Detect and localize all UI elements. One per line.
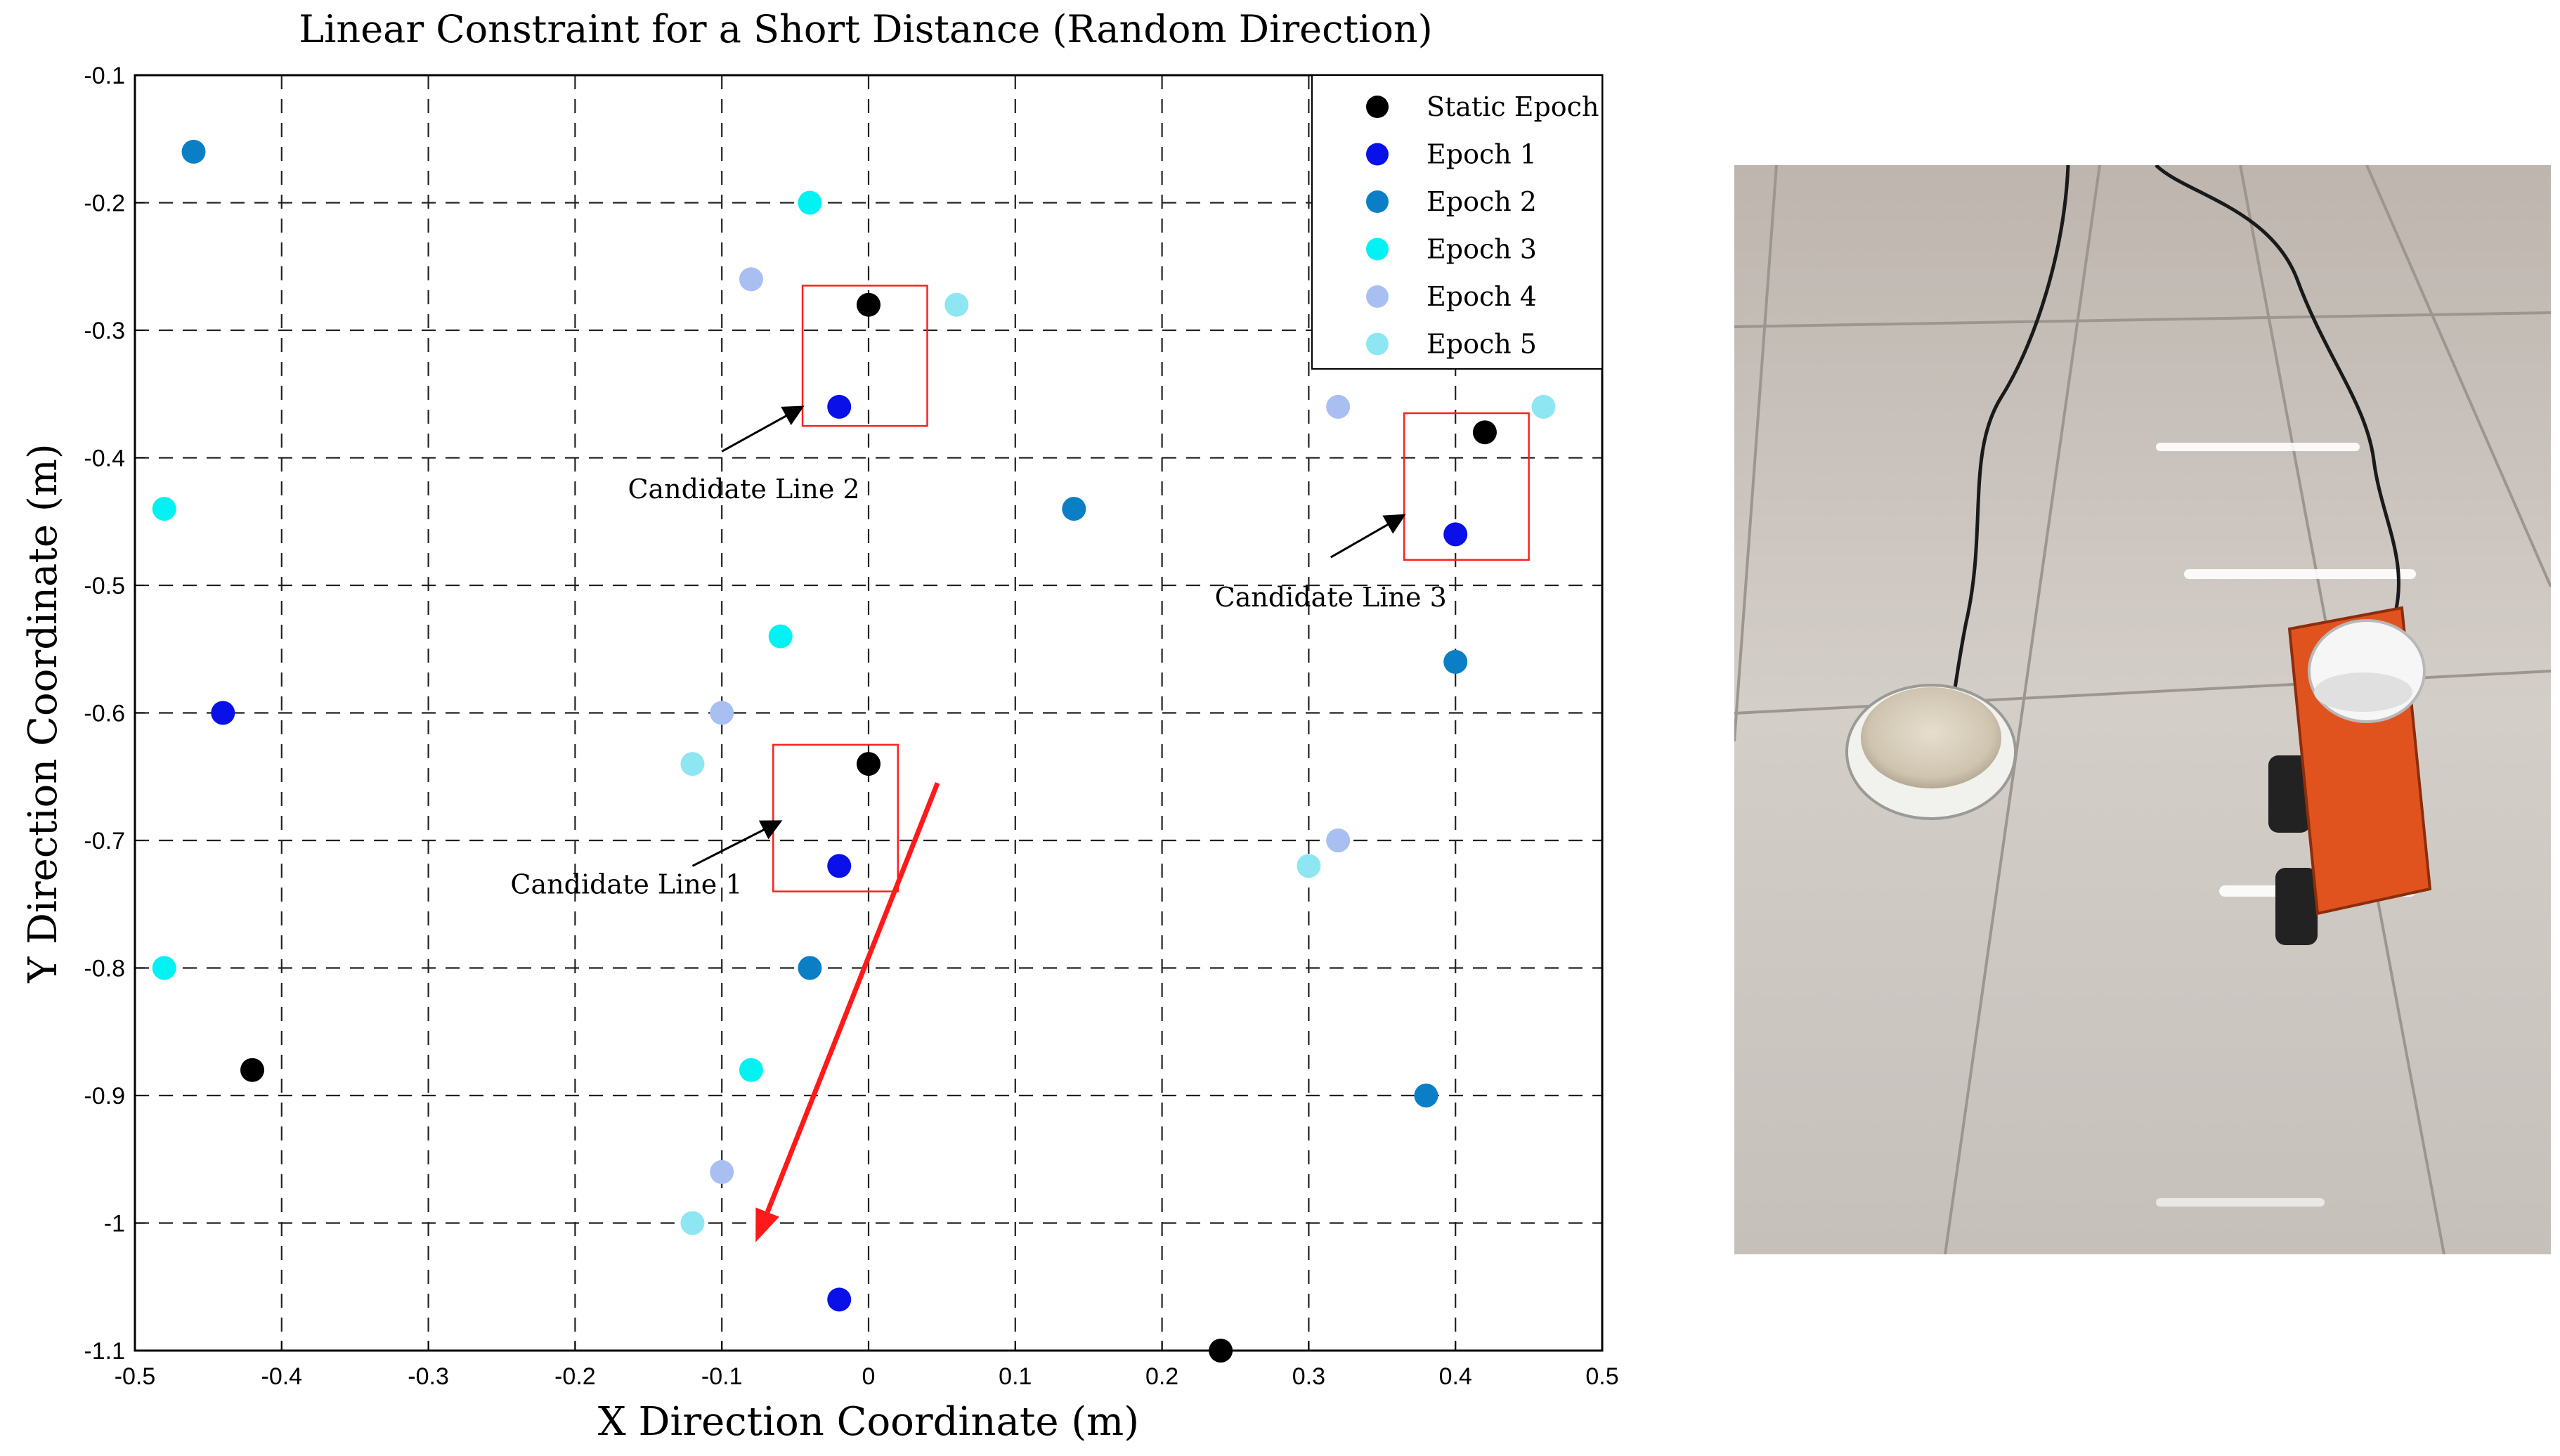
highlight-boxes (772, 285, 1530, 892)
direction-arrow-shaft (765, 782, 940, 1214)
legend-entry: Epoch 4 (1427, 281, 1537, 312)
annotations: Candidate Line 2 Candidate Line 3 Candidat… (510, 405, 1447, 900)
highlight-box (1403, 412, 1530, 561)
chart-title: Linear Constraint for a Short Distance (… (299, 7, 1432, 51)
x-tick-label: 0.4 (1439, 1363, 1472, 1390)
point-epoch-2 (181, 139, 206, 164)
point-static-epoch (1472, 420, 1497, 445)
point-epoch-3 (798, 190, 822, 215)
legend-entry: Epoch 2 (1427, 186, 1537, 217)
point-epoch-5 (1297, 854, 1321, 878)
point-epoch-2 (1443, 649, 1468, 674)
point-epoch-5 (944, 292, 969, 317)
direction-arrow-head (755, 1207, 779, 1242)
legend-marker (1366, 143, 1389, 166)
x-tick-label: 0.5 (1585, 1363, 1618, 1390)
y-tick-label: -1 (104, 1211, 125, 1237)
highlight-box (772, 743, 899, 892)
point-epoch-3 (152, 497, 176, 521)
point-epoch-1 (1443, 522, 1468, 547)
point-static-epoch (1209, 1339, 1233, 1363)
y-axis-label: Y Direction Coordinate (m) (20, 443, 66, 983)
data-points (152, 139, 1556, 1363)
y-tick-label: -0.1 (84, 63, 125, 89)
legend-marker (1366, 96, 1389, 118)
y-tick-label: -0.3 (84, 318, 125, 344)
point-epoch-1 (211, 701, 235, 725)
grid-lines (135, 75, 1602, 1351)
annotation-arrow (721, 405, 805, 453)
photo-panel (1734, 165, 2551, 1254)
y-tick-label: -0.5 (84, 573, 125, 599)
x-tick-label: 0.1 (999, 1363, 1032, 1390)
highlight-box (801, 285, 928, 427)
point-epoch-3 (768, 624, 793, 649)
point-epoch-1 (827, 394, 852, 419)
legend-marker (1366, 238, 1389, 261)
point-epoch-4 (710, 701, 734, 725)
legend: Static Epoch Epoch 1 Epoch 2 Epoch 3 Epoch 4… (1311, 74, 1603, 370)
antenna-cables (1950, 165, 2401, 707)
y-tick-label: -0.2 (84, 190, 125, 217)
legend-entry: Epoch 1 (1427, 139, 1537, 170)
point-static-epoch (857, 752, 881, 776)
point-epoch-2 (798, 956, 822, 980)
x-axis-label: X Direction Coordinate (m) (598, 1399, 1139, 1445)
annotation-label: Candidate Line 1 (510, 869, 742, 900)
y-tick-label: -0.9 (84, 1083, 125, 1110)
point-epoch-2 (1062, 497, 1086, 521)
y-axis-ticks: -0.1 -0.2 -0.3 -0.4 -0.5 -0.6 -0.7 -0.8 -0.9 -1 -1… (84, 63, 145, 1365)
point-epoch-2 (1414, 1084, 1438, 1107)
legend-marker (1366, 285, 1389, 308)
point-epoch-1 (827, 854, 852, 878)
x-tick-label: -0.1 (701, 1363, 743, 1390)
rover-robot (2268, 606, 2432, 945)
direction-arrow (755, 782, 940, 1242)
point-epoch-4 (1326, 828, 1351, 852)
point-epoch-5 (1531, 394, 1556, 419)
tiled-floor (1734, 165, 2551, 1254)
legend-box (1311, 74, 1603, 370)
y-tick-label: -0.4 (84, 446, 125, 472)
floor-photo (1734, 165, 2551, 1254)
x-tick-label: 0 (862, 1363, 876, 1390)
x-tick-label: -0.5 (115, 1363, 156, 1390)
point-epoch-5 (680, 1211, 705, 1235)
point-static-epoch (240, 1058, 265, 1082)
point-static-epoch (857, 292, 881, 317)
annotation-arrow (691, 820, 783, 867)
legend-marker (1366, 190, 1389, 213)
legend-entry: Epoch 3 (1427, 234, 1537, 265)
point-epoch-3 (152, 956, 176, 980)
y-tick-label: -0.8 (84, 956, 125, 982)
y-tick-label: -0.6 (84, 701, 125, 727)
annotation-label: Candidate Line 3 (1215, 582, 1447, 613)
x-axis-ticks: -0.5 -0.4 -0.3 -0.2 -0.1 0 0.1 0.2 0.3 0.4 0.5 (115, 1341, 1619, 1390)
point-epoch-4 (739, 267, 763, 292)
annotation-arrow (1330, 514, 1406, 559)
point-epoch-5 (680, 752, 705, 776)
base-station-antenna (1845, 684, 2017, 820)
plot-frame (134, 74, 1604, 1352)
x-tick-label: 0.3 (1292, 1363, 1325, 1390)
legend-marker (1366, 332, 1389, 356)
y-tick-label: -0.7 (84, 828, 125, 854)
point-epoch-4 (1326, 394, 1351, 419)
point-epoch-4 (710, 1159, 734, 1184)
legend-entry: Epoch 5 (1427, 329, 1537, 360)
y-tick-label: -1.1 (84, 1338, 125, 1365)
legend-entry: Static Epoch (1427, 91, 1599, 122)
scatter-chart: Linear Constraint for a Short Distance (… (20, 7, 1619, 1445)
x-tick-label: -0.4 (261, 1363, 303, 1390)
point-epoch-1 (827, 1287, 852, 1312)
x-tick-label: 0.2 (1145, 1363, 1178, 1390)
x-tick-label: -0.3 (408, 1363, 449, 1390)
x-tick-label: -0.2 (554, 1363, 596, 1390)
point-epoch-3 (739, 1058, 763, 1082)
annotation-label: Candidate Line 2 (628, 474, 859, 505)
